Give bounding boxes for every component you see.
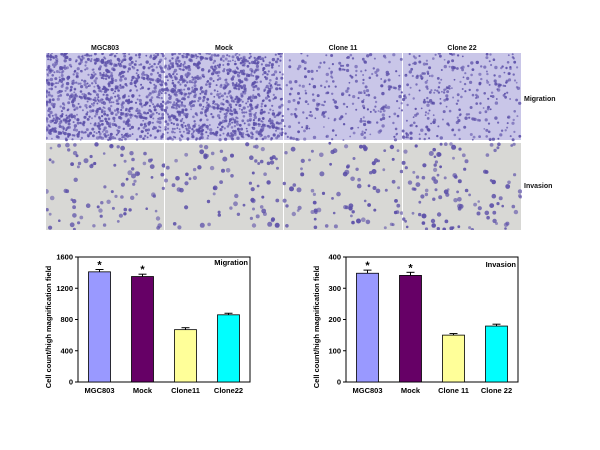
chart1-category-label-1: Mock [401, 386, 421, 395]
chart1-category-label-2: Clone 11 [438, 386, 469, 395]
micrograph-panel-grid [46, 53, 522, 230]
column-label-clone11: Clone 11 [328, 45, 358, 52]
micrograph-invasion-1 [46, 142, 166, 230]
micrograph-invasion-4 [401, 142, 522, 230]
chart0-bar-2 [174, 329, 197, 383]
micrograph-migration-2 [163, 53, 285, 142]
invasion-chart-title: Invasion [486, 260, 517, 269]
chart1-significance-0: * [365, 260, 370, 272]
chart0-category-label-0: MGC803 [84, 386, 114, 395]
chart1-y-tick-label-0: 0 [337, 378, 341, 387]
chart1-y-tick-label-2: 200 [328, 315, 341, 324]
invasion-bar-chart: Invasion Cell count/high magnification f… [312, 253, 519, 395]
micrograph-invasion-3 [282, 141, 404, 230]
chart0-y-tick-label-2: 800 [60, 315, 73, 324]
chart1-bar-2 [442, 334, 465, 383]
chart1-bar-3 [485, 325, 508, 383]
chart0-y-tick-label-1: 400 [60, 346, 73, 355]
chart0-significance-1: * [140, 264, 145, 276]
row-label-invasion: Invasion [524, 183, 553, 190]
migration-chart-title: Migration [214, 258, 248, 267]
chart1-category-label-3: Clone 22 [481, 386, 512, 395]
micrograph-invasion-2 [164, 142, 283, 230]
invasion-y-axis-label: Cell count/high magnification field [312, 265, 321, 388]
chart0-y-tick-label-4: 1600 [56, 253, 73, 262]
chart1-bar-0 [356, 272, 379, 383]
row-label-migration: Migration [524, 96, 556, 103]
migration-y-axis-label: Cell count/high magnification field [44, 265, 53, 388]
chart1-bar-1 [399, 275, 422, 383]
chart0-category-label-1: Mock [133, 386, 153, 395]
micrograph-migration-3 [283, 53, 404, 142]
micrograph-migration-4 [401, 53, 522, 142]
chart0-bar-3 [217, 314, 240, 383]
chart0-category-label-3: Clone22 [214, 386, 243, 395]
column-label-mock: Mock [215, 45, 233, 52]
column-label-clone22: Clone 22 [447, 45, 477, 52]
chart1-y-tick-label-4: 400 [328, 253, 341, 262]
chart1-y-tick-label-1: 100 [328, 346, 341, 355]
migration-bar-chart: Migration Cell count/high magnification … [44, 253, 251, 395]
chart1-y-tick-label-3: 300 [328, 284, 341, 293]
chart0-bar-0 [88, 271, 111, 383]
chart0-y-tick-label-3: 1200 [56, 284, 73, 293]
chart0-significance-0: * [97, 260, 102, 272]
chart0-y-tick-label-0: 0 [69, 378, 73, 387]
chart1-significance-1: * [408, 262, 413, 274]
chart1-category-label-0: MGC803 [352, 386, 382, 395]
chart0-category-label-2: Clone11 [171, 386, 200, 395]
column-label-mgc803: MGC803 [90, 45, 119, 52]
micrograph-migration-1 [46, 53, 165, 142]
chart0-bar-1 [131, 276, 154, 383]
